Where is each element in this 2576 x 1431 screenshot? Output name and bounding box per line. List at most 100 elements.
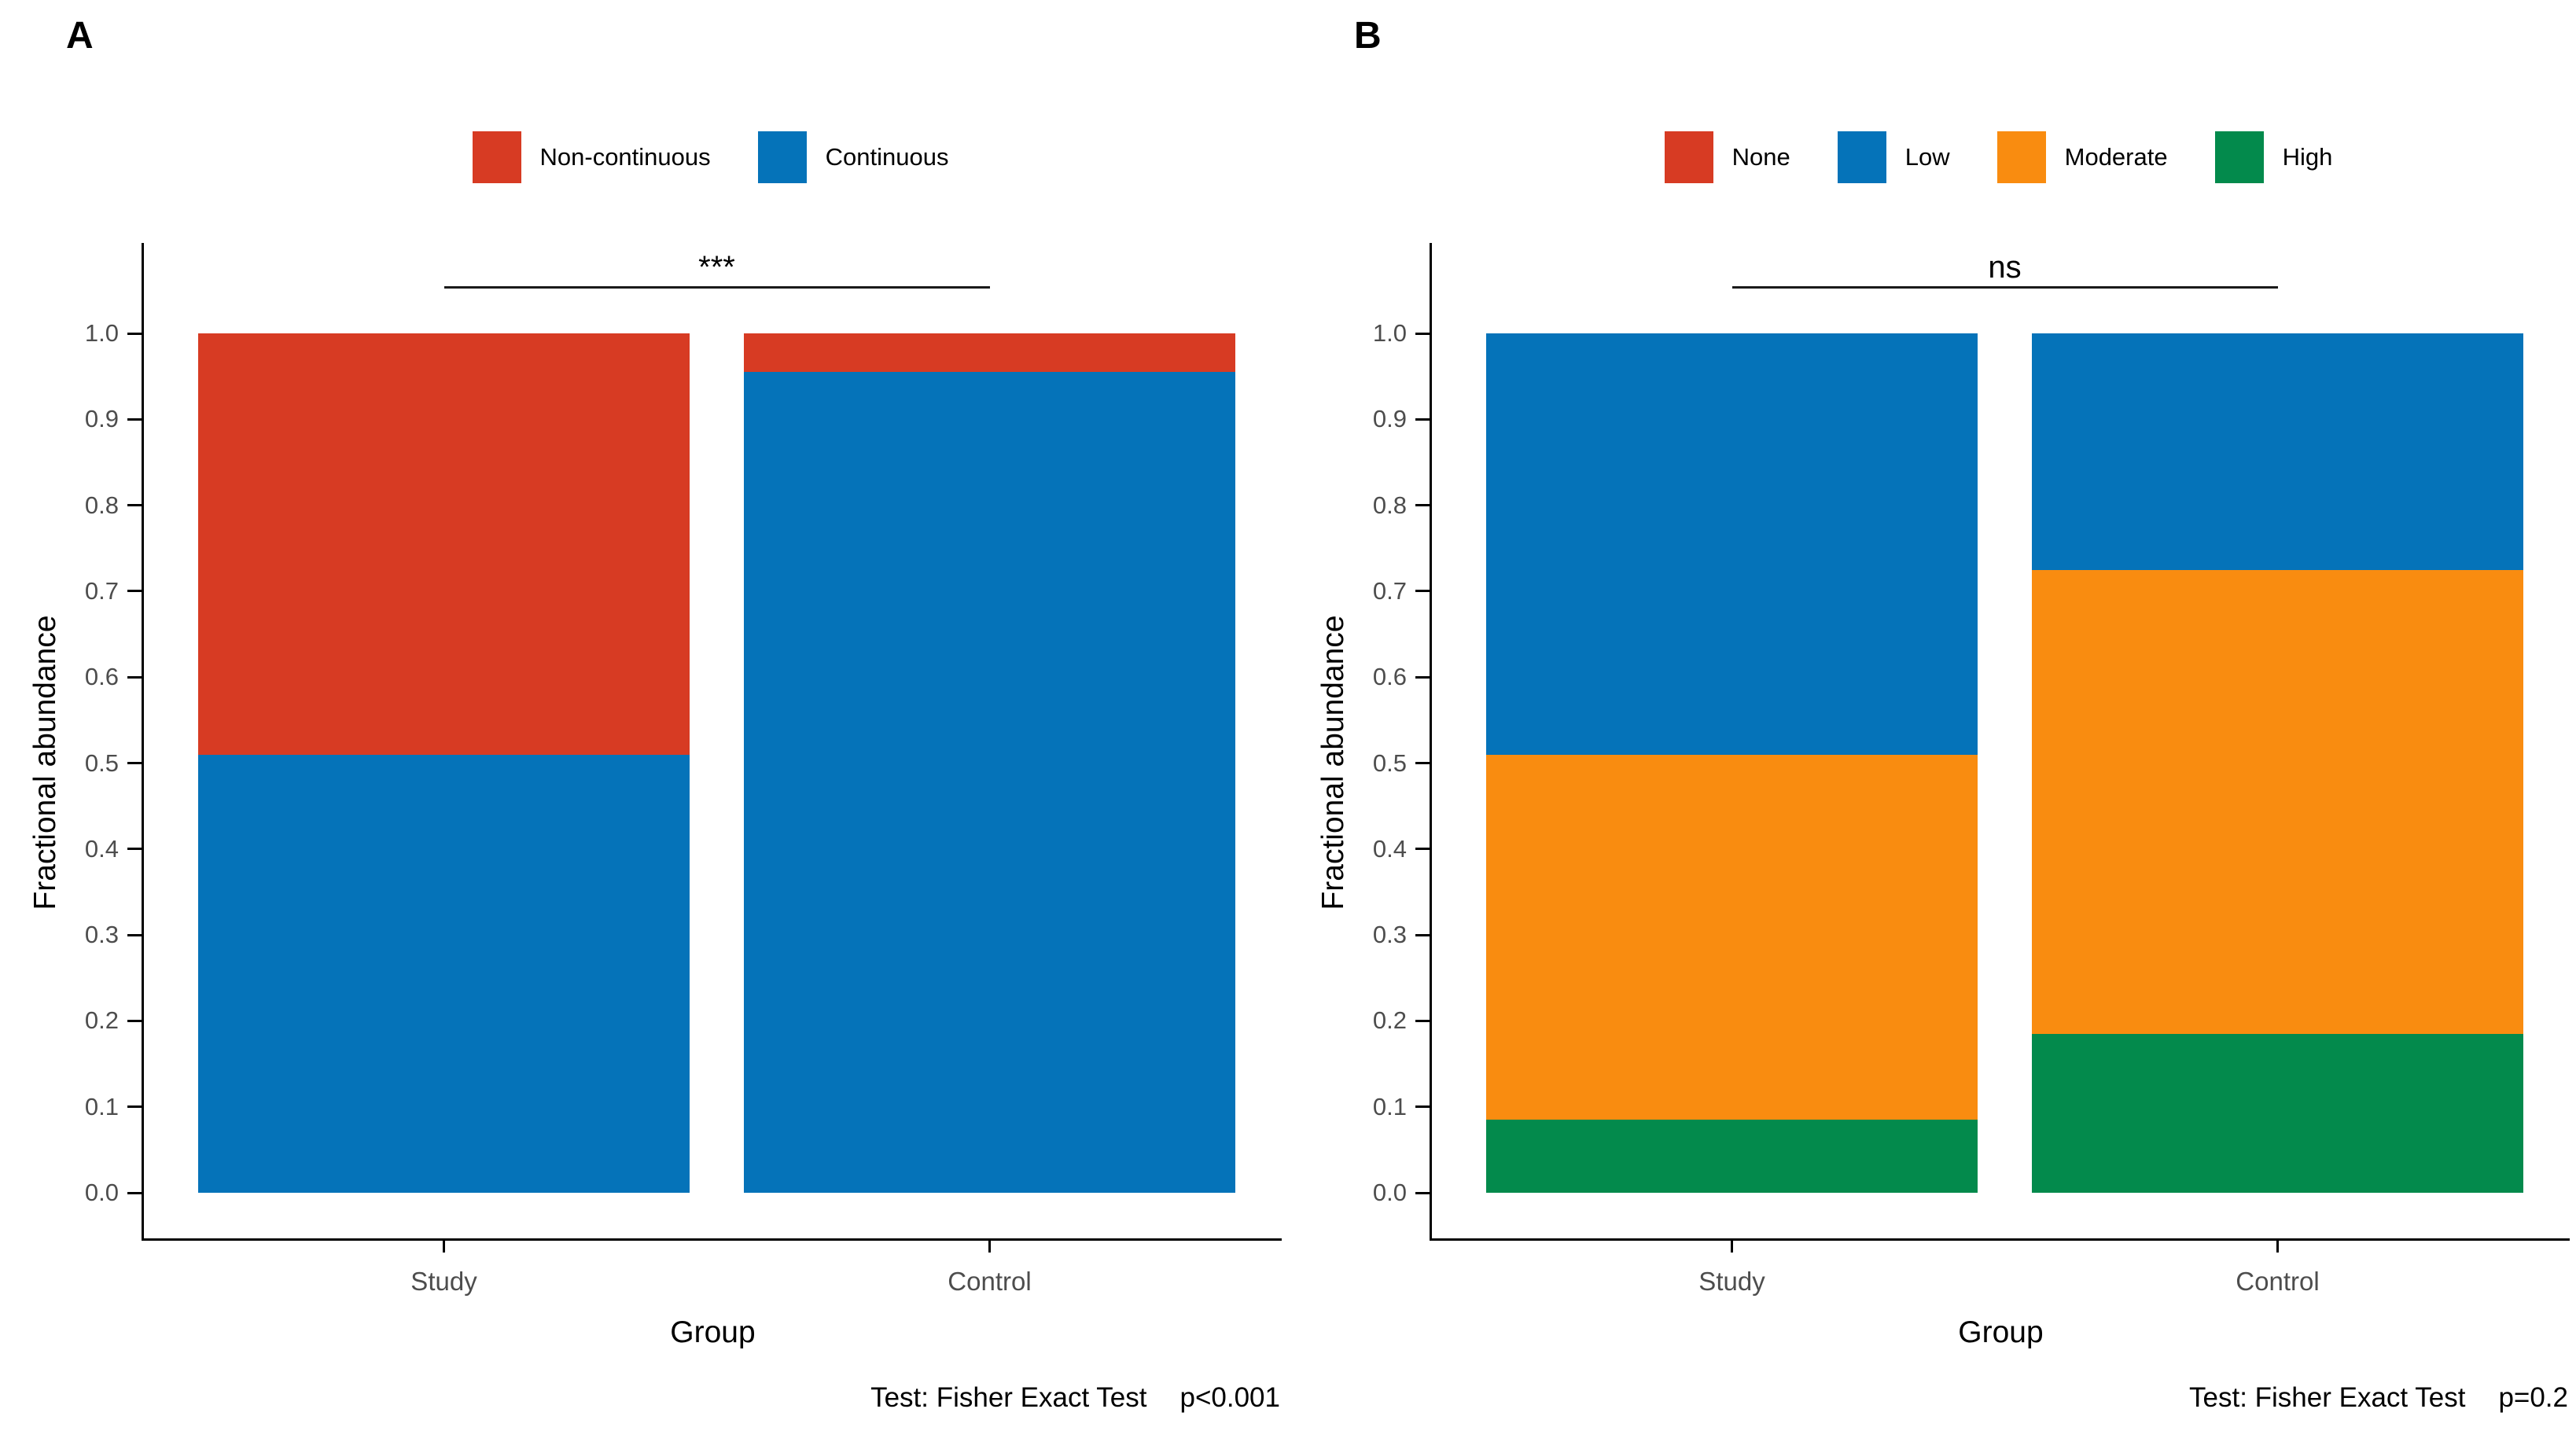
y-tick-label: 0.2 [84,1006,119,1035]
x-category-label: Study [1698,1267,1765,1296]
panel-label: B [1354,15,1382,57]
y-tick-label: 0.6 [1372,663,1407,691]
y-tick-label: 0.8 [84,491,119,519]
legend-swatch-icon [1996,131,2046,183]
y-tick-label: 0.9 [84,405,119,433]
legend-item: Moderate [1996,131,2168,183]
significance-line [1731,286,2278,289]
y-tick-label: 0.3 [1372,921,1407,949]
x-axis-title: Group [670,1315,756,1349]
x-category-label: Control [948,1267,1032,1296]
caption-test: Test: Fisher Exact Test [2189,1382,2466,1413]
y-tick [1415,332,1430,335]
caption-p: p<0.001 [1179,1382,1281,1413]
bar-segment-low [2032,333,2523,570]
y-tick-label: 0.3 [84,921,119,949]
caption: Test: Fisher Exact Test p<0.001 [870,1382,1280,1414]
bar-segment-low [1486,333,1978,755]
y-tick [1415,1191,1430,1194]
y-tick [127,1191,142,1194]
y-tick [127,1019,142,1022]
bar-study [198,333,690,1193]
legend-item: High [2214,131,2333,183]
plot-area: ns Group 0.0 0.1 0.2 0.3 0.4 0.5 0.6 0.7 0.8 0.9 1… [1373,243,2570,1349]
x-axis-title: Group [1958,1315,2044,1349]
legend-item: Non-continuous [472,131,711,183]
y-axis-title: Fractional abundance [1316,615,1350,910]
legend: None Low Moderate High [1430,118,2567,197]
y-axis-title: Fractional abundance [28,615,62,910]
significance-label: ns [1988,250,2022,285]
legend-label: High [2282,143,2333,171]
bar-study [1486,333,1978,1193]
bar-segment-continuous [744,372,1235,1193]
y-tick [127,933,142,936]
legend-swatch-icon [757,131,807,183]
bar-segment-non-continuous [198,333,690,755]
legend-label: Non-continuous [539,143,711,171]
bar-control [2032,333,2523,1193]
x-category-label: Control [2236,1267,2320,1296]
legend-swatch-icon [1664,131,1713,183]
x-tick [988,1238,991,1253]
y-tick [127,675,142,679]
y-tick-label: 1.0 [84,319,119,347]
y-tick-label: 0.4 [1372,834,1407,863]
legend-label: Low [1904,143,1950,171]
legend-swatch-icon [2214,131,2264,183]
y-tick [1415,504,1430,507]
plot-area: *** Group 0.0 0.1 0.2 0.3 0.4 0.5 0.6 0.7 0.8 0.9… [85,243,1282,1349]
x-category-label: Study [410,1267,477,1296]
legend-label: Moderate [2064,143,2168,171]
caption-p: p=0.2 [2498,1382,2568,1413]
panel-b: B None Low Moderate High Fractional abundan… [1288,0,2576,1431]
y-tick-label: 0.1 [84,1092,119,1120]
y-tick-label: 0.7 [84,576,119,605]
y-tick-label: 0.0 [84,1179,119,1206]
y-tick-label: 0.1 [1372,1092,1407,1120]
y-tick-label: 0.2 [1372,1006,1407,1035]
panel-label: A [66,15,94,57]
x-tick [1731,1238,1733,1253]
x-tick [443,1238,445,1253]
y-tick [127,504,142,507]
significance-line [443,286,990,289]
y-tick-label: 0.5 [84,749,119,777]
y-tick [127,332,142,335]
legend-item: Low [1837,131,1950,183]
y-tick [127,418,142,421]
legend-swatch-icon [1837,131,1886,183]
y-tick [1415,1019,1430,1022]
panel-a: A Non-continuous Continuous Fractional ab… [28,15,1282,1414]
bar-segment-continuous [198,754,690,1193]
caption: Test: Fisher Exact Test p=0.2 [2189,1382,2568,1414]
y-tick-label: 0.9 [1372,405,1407,433]
y-tick-label: 0.6 [84,663,119,691]
legend-swatch-icon [472,131,521,183]
x-tick [2276,1238,2279,1253]
y-tick [1415,762,1430,764]
legend-label: Continuous [825,143,949,171]
bar-segment-high [2032,1033,2523,1193]
legend-item: Continuous [757,131,949,183]
legend-label: None [1731,143,1790,171]
bar-segment-moderate [2032,569,2523,1034]
y-tick [127,590,142,593]
y-tick [1415,675,1430,679]
significance-label: *** [698,250,735,285]
legend-item: None [1664,131,1790,183]
y-tick-label: 0.0 [1372,1179,1407,1206]
bar-segment-moderate [1486,754,1978,1120]
legend: Non-continuous Continuous [142,118,1279,197]
bar-segment-high [1486,1120,1978,1193]
y-tick [1415,933,1430,936]
y-tick [1415,1105,1430,1109]
y-tick-label: 0.8 [1372,491,1407,519]
y-tick [127,848,142,851]
y-tick [1415,418,1430,421]
bar-control [744,333,1235,1193]
y-tick-label: 0.5 [1372,749,1407,777]
y-tick [127,1105,142,1109]
y-tick-label: 0.7 [1372,576,1407,605]
